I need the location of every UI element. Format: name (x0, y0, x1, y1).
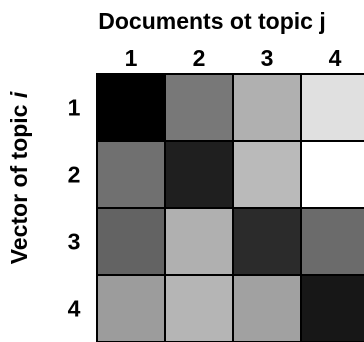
y-tick-label: 4 (68, 296, 81, 322)
heatmap-cell-r3-c4 (300, 207, 364, 276)
x-tick-labels: 1 2 3 4 (125, 45, 342, 71)
heatmap-cell-r2-c1 (96, 140, 166, 209)
heatmap-cell-r2-c4 (300, 140, 364, 209)
heatmap-cell-r4-c3 (232, 274, 302, 342)
y-tick-label: 2 (68, 162, 81, 188)
y-tick-label: 3 (68, 229, 81, 255)
x-tick-label: 3 (261, 45, 274, 71)
heatmap-cell-r1-c2 (164, 73, 234, 142)
y-tick-labels: 1 2 3 4 (68, 95, 81, 322)
x-tick-label: 2 (193, 45, 206, 71)
heatmap-cell-r3-c1 (96, 207, 166, 276)
heatmap-cell-r3-c3 (232, 207, 302, 276)
heatmap-cell-r2-c2 (164, 140, 234, 209)
x-axis-title: Documents ot topic j (98, 8, 325, 34)
y-axis-title: Vector of topic i (6, 91, 32, 264)
heatmap-cell-r2-c3 (232, 140, 302, 209)
heatmap-cell-r1-c3 (232, 73, 302, 142)
heatmap-cell-r4-c2 (164, 274, 234, 342)
heatmap-cell-r4-c4 (300, 274, 364, 342)
heatmap-cell-r3-c2 (164, 207, 234, 276)
y-tick-label: 1 (68, 95, 81, 121)
x-tick-label: 1 (125, 45, 138, 71)
heatmap-cell-r4-c1 (96, 274, 166, 342)
x-tick-label: 4 (329, 45, 342, 71)
heatmap-cell-r1-c1 (96, 73, 166, 142)
heatmap-cell-r1-c4 (300, 73, 364, 142)
heatmap-cells (96, 73, 364, 342)
